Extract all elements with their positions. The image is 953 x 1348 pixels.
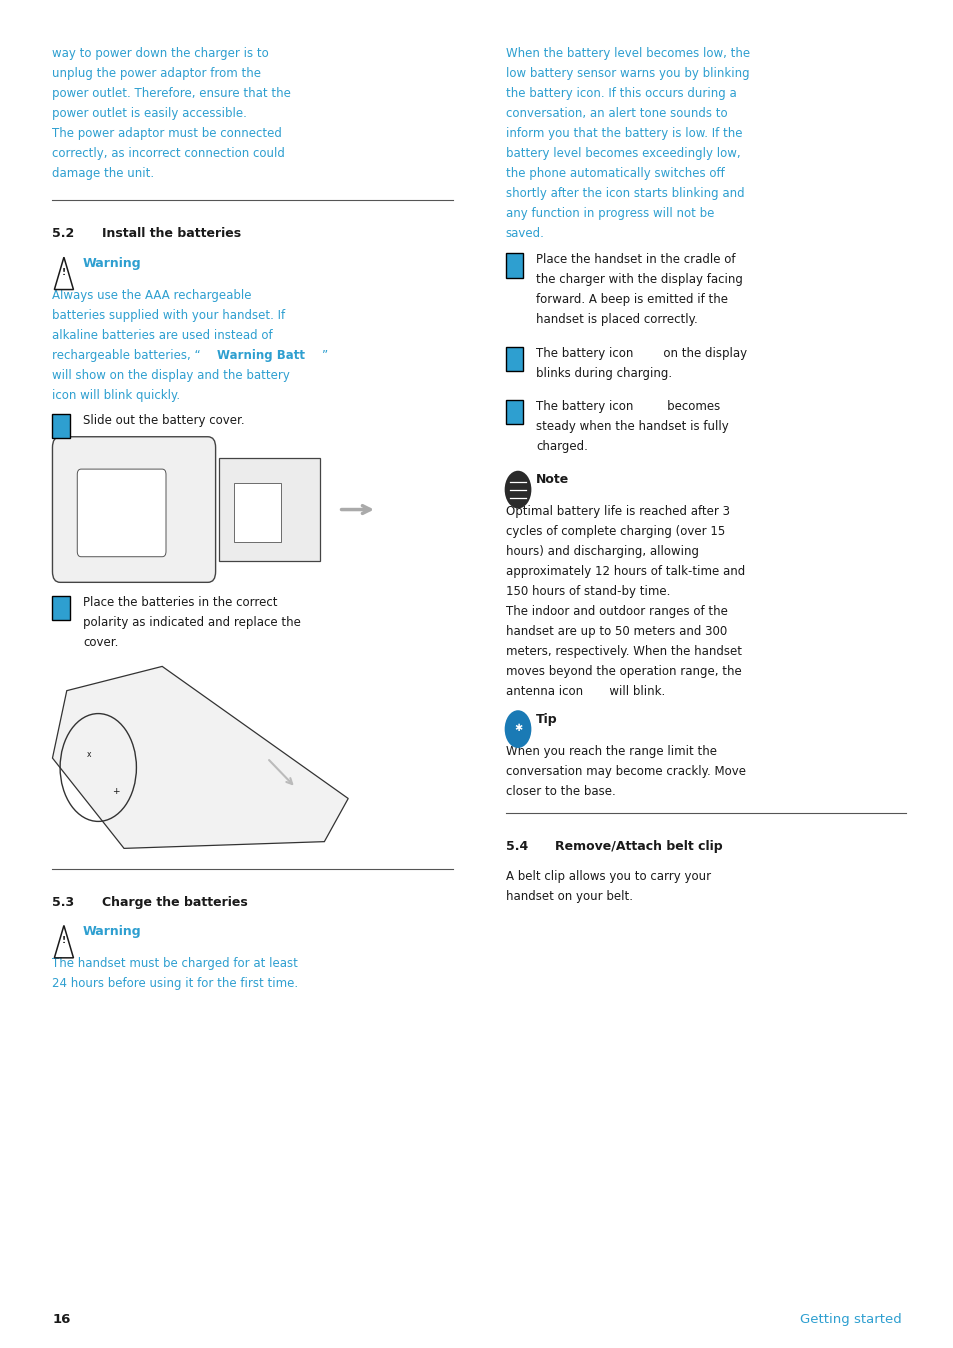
Text: batteries supplied with your handset. If: batteries supplied with your handset. If (52, 309, 285, 322)
Text: The handset must be charged for at least: The handset must be charged for at least (52, 957, 298, 971)
Text: 5.4: 5.4 (505, 840, 527, 853)
Text: will show on the display and the battery: will show on the display and the battery (52, 369, 290, 381)
Text: handset are up to 50 meters and 300: handset are up to 50 meters and 300 (505, 625, 726, 638)
Text: 16: 16 (52, 1313, 71, 1326)
Text: handset on your belt.: handset on your belt. (505, 890, 632, 903)
Text: inform you that the battery is low. If the: inform you that the battery is low. If t… (505, 127, 741, 140)
Text: Always use the AAA rechargeable: Always use the AAA rechargeable (52, 288, 252, 302)
Text: +: + (112, 787, 119, 797)
Text: ✱: ✱ (514, 723, 521, 733)
Text: Remove/Attach belt clip: Remove/Attach belt clip (555, 840, 722, 853)
Text: the charger with the display facing: the charger with the display facing (536, 274, 742, 286)
Text: When the battery level becomes low, the: When the battery level becomes low, the (505, 47, 749, 61)
Text: alkaline batteries are used instead of: alkaline batteries are used instead of (52, 329, 273, 342)
Text: steady when the handset is fully: steady when the handset is fully (536, 421, 728, 433)
Text: Note: Note (536, 473, 569, 487)
Text: charged.: charged. (536, 439, 587, 453)
Text: icon will blink quickly.: icon will blink quickly. (52, 388, 180, 402)
Text: Optimal battery life is reached after 3: Optimal battery life is reached after 3 (505, 506, 729, 519)
FancyBboxPatch shape (219, 458, 319, 561)
Text: battery level becomes exceedingly low,: battery level becomes exceedingly low, (505, 147, 740, 160)
Text: Charge the batteries: Charge the batteries (102, 895, 248, 909)
Text: The indoor and outdoor ranges of the: The indoor and outdoor ranges of the (505, 605, 727, 619)
Text: The battery icon         becomes: The battery icon becomes (536, 400, 720, 412)
Text: power outlet. Therefore, ensure that the: power outlet. Therefore, ensure that the (52, 88, 291, 100)
Text: cycles of complete charging (over 15: cycles of complete charging (over 15 (505, 526, 724, 538)
Text: 3: 3 (511, 407, 517, 417)
Text: the battery icon. If this occurs during a: the battery icon. If this occurs during … (505, 88, 736, 100)
Text: handset is placed correctly.: handset is placed correctly. (536, 313, 698, 326)
Text: 5.3: 5.3 (52, 895, 74, 909)
Text: Install the batteries: Install the batteries (102, 228, 241, 240)
FancyBboxPatch shape (505, 253, 522, 278)
Text: antenna icon       will blink.: antenna icon will blink. (505, 685, 664, 698)
Text: way to power down the charger is to: way to power down the charger is to (52, 47, 269, 61)
Text: 150 hours of stand-by time.: 150 hours of stand-by time. (505, 585, 669, 599)
Text: approximately 12 hours of talk-time and: approximately 12 hours of talk-time and (505, 565, 744, 578)
Circle shape (504, 470, 531, 508)
Text: 1: 1 (58, 422, 64, 431)
Text: The power adaptor must be connected: The power adaptor must be connected (52, 127, 282, 140)
Text: saved.: saved. (505, 226, 544, 240)
Text: moves beyond the operation range, the: moves beyond the operation range, the (505, 665, 740, 678)
Text: The battery icon        on the display: The battery icon on the display (536, 346, 746, 360)
Text: Warning: Warning (83, 257, 141, 270)
FancyBboxPatch shape (52, 414, 70, 438)
Text: correctly, as incorrect connection could: correctly, as incorrect connection could (52, 147, 285, 160)
FancyBboxPatch shape (505, 346, 522, 371)
FancyBboxPatch shape (505, 400, 522, 425)
Text: 24 hours before using it for the first time.: 24 hours before using it for the first t… (52, 977, 298, 991)
Text: !: ! (62, 937, 66, 945)
Text: When you reach the range limit the: When you reach the range limit the (505, 745, 716, 758)
FancyBboxPatch shape (233, 483, 281, 542)
Text: damage the unit.: damage the unit. (52, 167, 154, 179)
Text: Place the batteries in the correct: Place the batteries in the correct (83, 596, 277, 609)
Text: conversation, an alert tone sounds to: conversation, an alert tone sounds to (505, 106, 726, 120)
Circle shape (504, 710, 531, 748)
Text: Getting started: Getting started (799, 1313, 901, 1326)
Text: 1: 1 (511, 262, 517, 270)
Polygon shape (52, 666, 348, 848)
Text: !: ! (62, 268, 66, 276)
Text: forward. A beep is emitted if the: forward. A beep is emitted if the (536, 294, 727, 306)
Text: blinks during charging.: blinks during charging. (536, 367, 672, 380)
Text: closer to the base.: closer to the base. (505, 785, 615, 798)
Text: the phone automatically switches off: the phone automatically switches off (505, 167, 723, 179)
Text: unplug the power adaptor from the: unplug the power adaptor from the (52, 67, 261, 80)
Text: any function in progress will not be: any function in progress will not be (505, 206, 713, 220)
Text: Tip: Tip (536, 713, 558, 727)
Text: ”: ” (321, 349, 327, 363)
Text: hours) and discharging, allowing: hours) and discharging, allowing (505, 545, 698, 558)
Text: 5.2: 5.2 (52, 228, 74, 240)
FancyBboxPatch shape (52, 596, 70, 620)
Text: rechargeable batteries, “: rechargeable batteries, “ (52, 349, 201, 363)
Text: cover.: cover. (83, 636, 118, 648)
Text: x: x (87, 749, 91, 759)
Text: polarity as indicated and replace the: polarity as indicated and replace the (83, 616, 300, 628)
Text: meters, respectively. When the handset: meters, respectively. When the handset (505, 644, 740, 658)
Text: low battery sensor warns you by blinking: low battery sensor warns you by blinking (505, 67, 748, 80)
Text: conversation may become crackly. Move: conversation may become crackly. Move (505, 764, 745, 778)
Text: A belt clip allows you to carry your: A belt clip allows you to carry your (505, 869, 710, 883)
FancyBboxPatch shape (77, 469, 166, 557)
Text: Warning: Warning (83, 926, 141, 938)
Text: 2: 2 (58, 604, 64, 612)
Text: shortly after the icon starts blinking and: shortly after the icon starts blinking a… (505, 187, 743, 200)
Text: power outlet is easily accessible.: power outlet is easily accessible. (52, 106, 247, 120)
FancyBboxPatch shape (52, 437, 215, 582)
Text: 2: 2 (511, 355, 517, 364)
Text: Slide out the battery cover.: Slide out the battery cover. (83, 414, 244, 427)
Text: Place the handset in the cradle of: Place the handset in the cradle of (536, 253, 735, 267)
Text: Warning Batt: Warning Batt (216, 349, 304, 363)
